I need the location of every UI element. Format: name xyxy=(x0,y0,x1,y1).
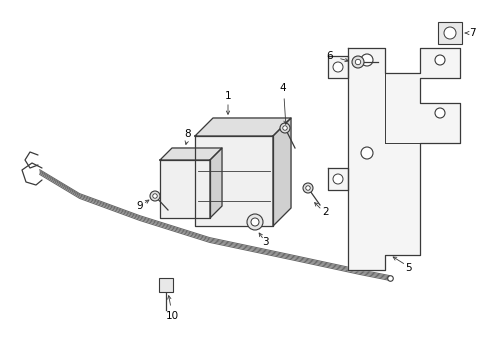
Circle shape xyxy=(435,55,445,65)
Text: 3: 3 xyxy=(262,237,269,247)
Circle shape xyxy=(306,186,310,190)
Polygon shape xyxy=(273,118,291,226)
Circle shape xyxy=(352,56,364,68)
Circle shape xyxy=(435,108,445,118)
Circle shape xyxy=(283,126,287,130)
Text: 6: 6 xyxy=(327,51,333,61)
Polygon shape xyxy=(328,56,348,78)
Text: 9: 9 xyxy=(137,201,143,211)
Circle shape xyxy=(303,183,313,193)
Circle shape xyxy=(333,174,343,184)
Circle shape xyxy=(247,214,263,230)
Circle shape xyxy=(251,218,259,226)
Polygon shape xyxy=(195,118,291,136)
Text: 10: 10 xyxy=(166,311,178,321)
Circle shape xyxy=(153,194,157,198)
Text: 7: 7 xyxy=(469,28,475,38)
Bar xyxy=(159,278,173,292)
Text: 5: 5 xyxy=(405,263,411,273)
Text: 8: 8 xyxy=(185,129,191,139)
Bar xyxy=(438,22,462,44)
Polygon shape xyxy=(210,148,222,218)
Circle shape xyxy=(355,59,361,65)
Circle shape xyxy=(444,27,456,39)
Circle shape xyxy=(361,147,373,159)
Polygon shape xyxy=(328,168,348,190)
Polygon shape xyxy=(160,160,210,218)
Text: 4: 4 xyxy=(280,83,286,93)
Polygon shape xyxy=(195,136,273,226)
Text: 2: 2 xyxy=(323,207,329,217)
Circle shape xyxy=(280,123,290,133)
Text: 1: 1 xyxy=(225,91,231,101)
Circle shape xyxy=(150,191,160,201)
Circle shape xyxy=(361,54,373,66)
Polygon shape xyxy=(348,48,460,270)
Circle shape xyxy=(333,62,343,72)
Polygon shape xyxy=(160,148,222,160)
